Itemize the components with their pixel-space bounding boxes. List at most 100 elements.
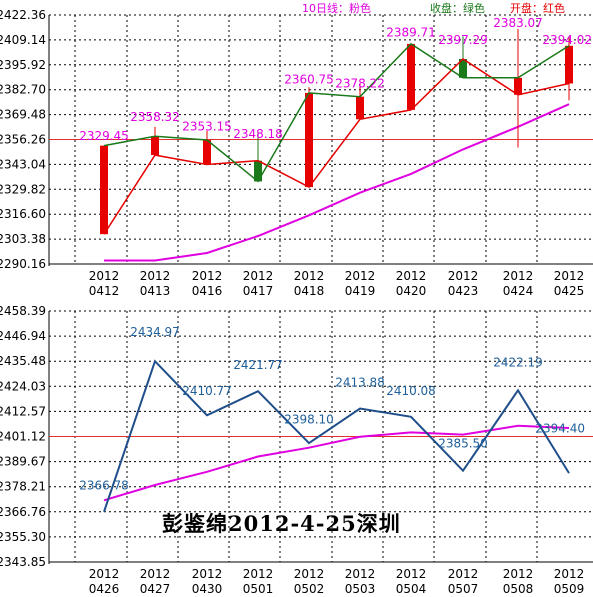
bottom-data-label: 2434.97 — [130, 325, 180, 339]
bottom-ytick-label: 2343.85 — [0, 555, 46, 569]
bottom-data-label: 2410.77 — [182, 384, 232, 398]
bottom-ytick-label: 2366.76 — [0, 505, 46, 519]
top-ytick-label: 2316.60 — [0, 207, 46, 221]
bottom-data-label: 2366.78 — [79, 478, 129, 492]
candle-body — [305, 92, 313, 188]
top-ytick-label: 2395.92 — [0, 58, 46, 72]
top-xtick-year: 2012 — [294, 269, 325, 283]
bottom-xtick-date: 0427 — [140, 582, 171, 593]
bottom-data-label: 2422.19 — [493, 356, 543, 370]
bottom-data-label: 2398.10 — [284, 413, 334, 427]
bottom-xtick-year: 2012 — [503, 567, 534, 581]
author-watermark: 彭鉴绵2012-4-25深圳 — [162, 511, 401, 536]
bottom-line-chart: 2458.39 2446.94 2435.48 2424.03 2412.57 2401.… — [0, 304, 593, 596]
bottom-xtick-date: 0507 — [448, 582, 479, 593]
bottom-data-label: 2385.50 — [438, 437, 488, 451]
top-ytick-label: 2382.70 — [0, 83, 46, 97]
top-xtick-date: 0420 — [396, 284, 427, 298]
top-data-label: 2353.15 — [182, 120, 232, 134]
bottom-xtick-date: 0501 — [243, 582, 274, 593]
top-xtick-year: 2012 — [192, 269, 223, 283]
bottom-ytick-label: 2458.39 — [0, 304, 46, 318]
top-xtick-date: 0423 — [448, 284, 479, 298]
candle-body — [407, 43, 415, 110]
top-data-label: 2397.29 — [438, 33, 488, 47]
price-line — [103, 359, 570, 513]
candle-body — [151, 136, 159, 156]
top-xtick-date: 0416 — [192, 284, 223, 298]
open-line — [103, 58, 570, 235]
top-data-label: 2378.22 — [335, 76, 385, 90]
candle-body — [356, 96, 364, 120]
bottom-xtick-year: 2012 — [448, 567, 479, 581]
bottom-xtick-date: 0504 — [396, 582, 427, 593]
bottom-ytick-label: 2401.12 — [0, 430, 46, 444]
candle-body — [100, 145, 108, 235]
legend-ma10: 10日线：粉色 — [302, 1, 371, 15]
top-xtick-date: 0418 — [294, 284, 325, 298]
top-data-label: 2348.18 — [233, 127, 283, 141]
bottom-xtick-date: 0503 — [345, 582, 376, 593]
bottom-xtick-year: 2012 — [243, 567, 274, 581]
top-ytick-label: 2343.04 — [0, 157, 46, 171]
top-data-label: 2383.07 — [493, 16, 543, 30]
top-xtick-year: 2012 — [345, 269, 376, 283]
candle-body — [514, 77, 522, 95]
bottom-xtick-year: 2012 — [89, 567, 120, 581]
top-xtick-date: 0425 — [554, 284, 585, 298]
close-line — [103, 42, 570, 183]
top-ytick-label: 2303.38 — [0, 232, 46, 246]
top-ytick-label: 2422.36 — [0, 8, 46, 22]
bottom-xtick-date: 0430 — [192, 582, 223, 593]
legend-open: 开盘：红色 — [510, 1, 565, 15]
top-ytick-label: 2290.16 — [0, 257, 46, 271]
bottom-ytick-label: 2446.94 — [0, 329, 46, 343]
candle-body — [565, 45, 573, 84]
top-ytick-label: 2329.82 — [0, 182, 46, 196]
top-data-label: 2394.02 — [542, 33, 592, 47]
top-data-label: 2389.71 — [386, 25, 436, 39]
top-xtick-year: 2012 — [89, 269, 120, 283]
candle-body — [203, 139, 211, 165]
top-xtick-year: 2012 — [503, 269, 534, 283]
bottom-data-label: 2394.40 — [535, 421, 585, 435]
bottom-xtick-date: 0509 — [554, 582, 585, 593]
bottom-data-label: 2421.77 — [233, 358, 283, 372]
bottom-ytick-label: 2424.03 — [0, 379, 46, 393]
bottom-xtick-date: 0508 — [503, 582, 534, 593]
candle-body — [254, 160, 262, 182]
bottom-xtick-year: 2012 — [294, 567, 325, 581]
top-ytick-label: 2409.14 — [0, 33, 46, 47]
top-data-label: 2329.45 — [79, 129, 129, 143]
top-xtick-year: 2012 — [396, 269, 427, 283]
legend-close: 收盘：绿色 — [430, 1, 485, 15]
bottom-ytick-label: 2355.30 — [0, 530, 46, 544]
top-xtick-year: 2012 — [554, 269, 585, 283]
top-data-label: 2358.32 — [130, 110, 180, 124]
top-ytick-label: 2356.26 — [0, 133, 46, 147]
bottom-data-label: 2413.88 — [335, 375, 385, 389]
top-xtick-year: 2012 — [448, 269, 479, 283]
ma10-line — [104, 103, 570, 262]
bottom-ytick-label: 2389.67 — [0, 455, 46, 469]
bottom-xtick-year: 2012 — [396, 567, 427, 581]
top-xtick-year: 2012 — [140, 269, 171, 283]
bottom-data-label: 2410.08 — [386, 384, 436, 398]
top-xtick-date: 0412 — [89, 284, 120, 298]
top-ytick-label: 2369.48 — [0, 108, 46, 122]
top-xtick-date: 0417 — [243, 284, 274, 298]
top-candlestick-chart: 2422.36 2409.14 2395.92 2382.70 2369.48 2356.… — [0, 1, 593, 298]
bottom-xtick-date: 0426 — [89, 582, 120, 593]
bottom-xtick-year: 2012 — [192, 567, 223, 581]
top-xtick-date: 0419 — [345, 284, 376, 298]
bottom-xtick-year: 2012 — [140, 567, 171, 581]
top-xtick-date: 0424 — [503, 284, 534, 298]
top-xtick-year: 2012 — [243, 269, 274, 283]
bottom-xtick-date: 0502 — [294, 582, 325, 593]
bottom-ytick-label: 2412.57 — [0, 404, 46, 418]
bottom-ytick-label: 2378.21 — [0, 480, 46, 494]
bottom-xtick-year: 2012 — [345, 567, 376, 581]
top-data-label: 2360.75 — [284, 72, 334, 86]
